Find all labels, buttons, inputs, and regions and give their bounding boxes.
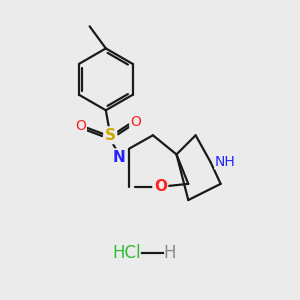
Text: O: O (130, 115, 141, 129)
Text: S: S (105, 128, 116, 143)
Text: N: N (113, 150, 125, 165)
Text: HCl: HCl (112, 244, 141, 262)
Text: O: O (154, 179, 167, 194)
Text: H: H (163, 244, 175, 262)
Text: O: O (75, 119, 86, 134)
Text: NH: NH (215, 155, 236, 169)
